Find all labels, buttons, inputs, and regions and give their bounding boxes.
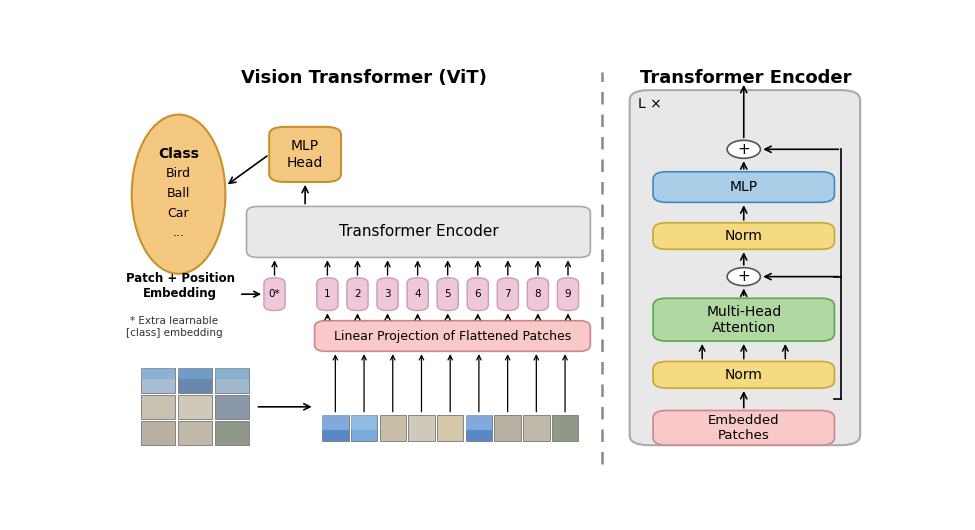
Text: 1: 1 <box>324 289 331 299</box>
FancyBboxPatch shape <box>351 414 377 441</box>
FancyBboxPatch shape <box>466 414 492 441</box>
FancyBboxPatch shape <box>140 368 175 379</box>
FancyBboxPatch shape <box>379 414 406 441</box>
FancyBboxPatch shape <box>140 394 175 419</box>
Text: 7: 7 <box>504 289 511 299</box>
FancyBboxPatch shape <box>177 368 212 393</box>
FancyBboxPatch shape <box>524 414 550 441</box>
Text: Patch + Position
Embedding: Patch + Position Embedding <box>126 272 235 300</box>
Text: Multi-Head
Attention: Multi-Head Attention <box>706 305 781 335</box>
FancyBboxPatch shape <box>214 368 249 379</box>
FancyBboxPatch shape <box>377 278 398 311</box>
FancyBboxPatch shape <box>558 278 578 311</box>
FancyBboxPatch shape <box>630 90 860 445</box>
Text: +: + <box>737 142 750 157</box>
Circle shape <box>727 140 760 158</box>
FancyBboxPatch shape <box>264 278 285 311</box>
Text: 3: 3 <box>384 289 391 299</box>
FancyBboxPatch shape <box>437 414 463 441</box>
FancyBboxPatch shape <box>409 414 435 441</box>
Text: Bird: Bird <box>166 167 191 180</box>
Text: Transformer Encoder: Transformer Encoder <box>640 69 851 87</box>
Text: 4: 4 <box>414 289 421 299</box>
Text: 8: 8 <box>534 289 541 299</box>
FancyBboxPatch shape <box>347 278 368 311</box>
Text: Linear Projection of Flattened Patches: Linear Projection of Flattened Patches <box>333 330 571 342</box>
FancyBboxPatch shape <box>437 278 458 311</box>
FancyBboxPatch shape <box>322 414 349 430</box>
Text: Ball: Ball <box>167 187 190 200</box>
FancyBboxPatch shape <box>214 368 249 393</box>
Text: 2: 2 <box>354 289 361 299</box>
FancyBboxPatch shape <box>315 321 590 351</box>
FancyBboxPatch shape <box>214 394 249 419</box>
FancyBboxPatch shape <box>177 421 212 445</box>
FancyBboxPatch shape <box>494 414 521 441</box>
FancyBboxPatch shape <box>140 421 175 445</box>
Text: Vision Transformer (ViT): Vision Transformer (ViT) <box>241 69 487 87</box>
Text: MLP
Head: MLP Head <box>287 139 324 170</box>
Text: +: + <box>737 269 750 284</box>
Text: Norm: Norm <box>724 368 762 382</box>
FancyBboxPatch shape <box>653 172 835 202</box>
FancyBboxPatch shape <box>214 421 249 445</box>
Text: ...: ... <box>173 226 184 240</box>
FancyBboxPatch shape <box>466 414 492 430</box>
Text: 6: 6 <box>475 289 481 299</box>
FancyBboxPatch shape <box>177 394 212 419</box>
Text: L ×: L × <box>638 98 662 111</box>
FancyBboxPatch shape <box>653 410 835 445</box>
FancyBboxPatch shape <box>653 223 835 249</box>
Circle shape <box>727 268 760 286</box>
FancyBboxPatch shape <box>322 414 349 441</box>
Text: * Extra learnable
[class] embedding: * Extra learnable [class] embedding <box>126 316 222 338</box>
FancyBboxPatch shape <box>351 414 377 430</box>
FancyBboxPatch shape <box>497 278 519 311</box>
Ellipse shape <box>132 114 225 274</box>
FancyBboxPatch shape <box>269 127 341 182</box>
FancyBboxPatch shape <box>653 298 835 341</box>
Text: Transformer Encoder: Transformer Encoder <box>338 224 498 240</box>
Text: MLP: MLP <box>729 180 758 194</box>
FancyBboxPatch shape <box>177 368 212 379</box>
FancyBboxPatch shape <box>140 368 175 393</box>
Text: Norm: Norm <box>724 229 762 243</box>
Text: 9: 9 <box>565 289 571 299</box>
FancyBboxPatch shape <box>317 278 338 311</box>
FancyBboxPatch shape <box>527 278 549 311</box>
Text: 5: 5 <box>445 289 451 299</box>
FancyBboxPatch shape <box>467 278 488 311</box>
Text: Embedded
Patches: Embedded Patches <box>708 414 780 442</box>
FancyBboxPatch shape <box>247 206 590 258</box>
Text: Class: Class <box>158 147 199 161</box>
Text: 0*: 0* <box>269 289 281 299</box>
FancyBboxPatch shape <box>552 414 578 441</box>
FancyBboxPatch shape <box>407 278 428 311</box>
Text: Car: Car <box>168 207 189 219</box>
FancyBboxPatch shape <box>653 361 835 388</box>
